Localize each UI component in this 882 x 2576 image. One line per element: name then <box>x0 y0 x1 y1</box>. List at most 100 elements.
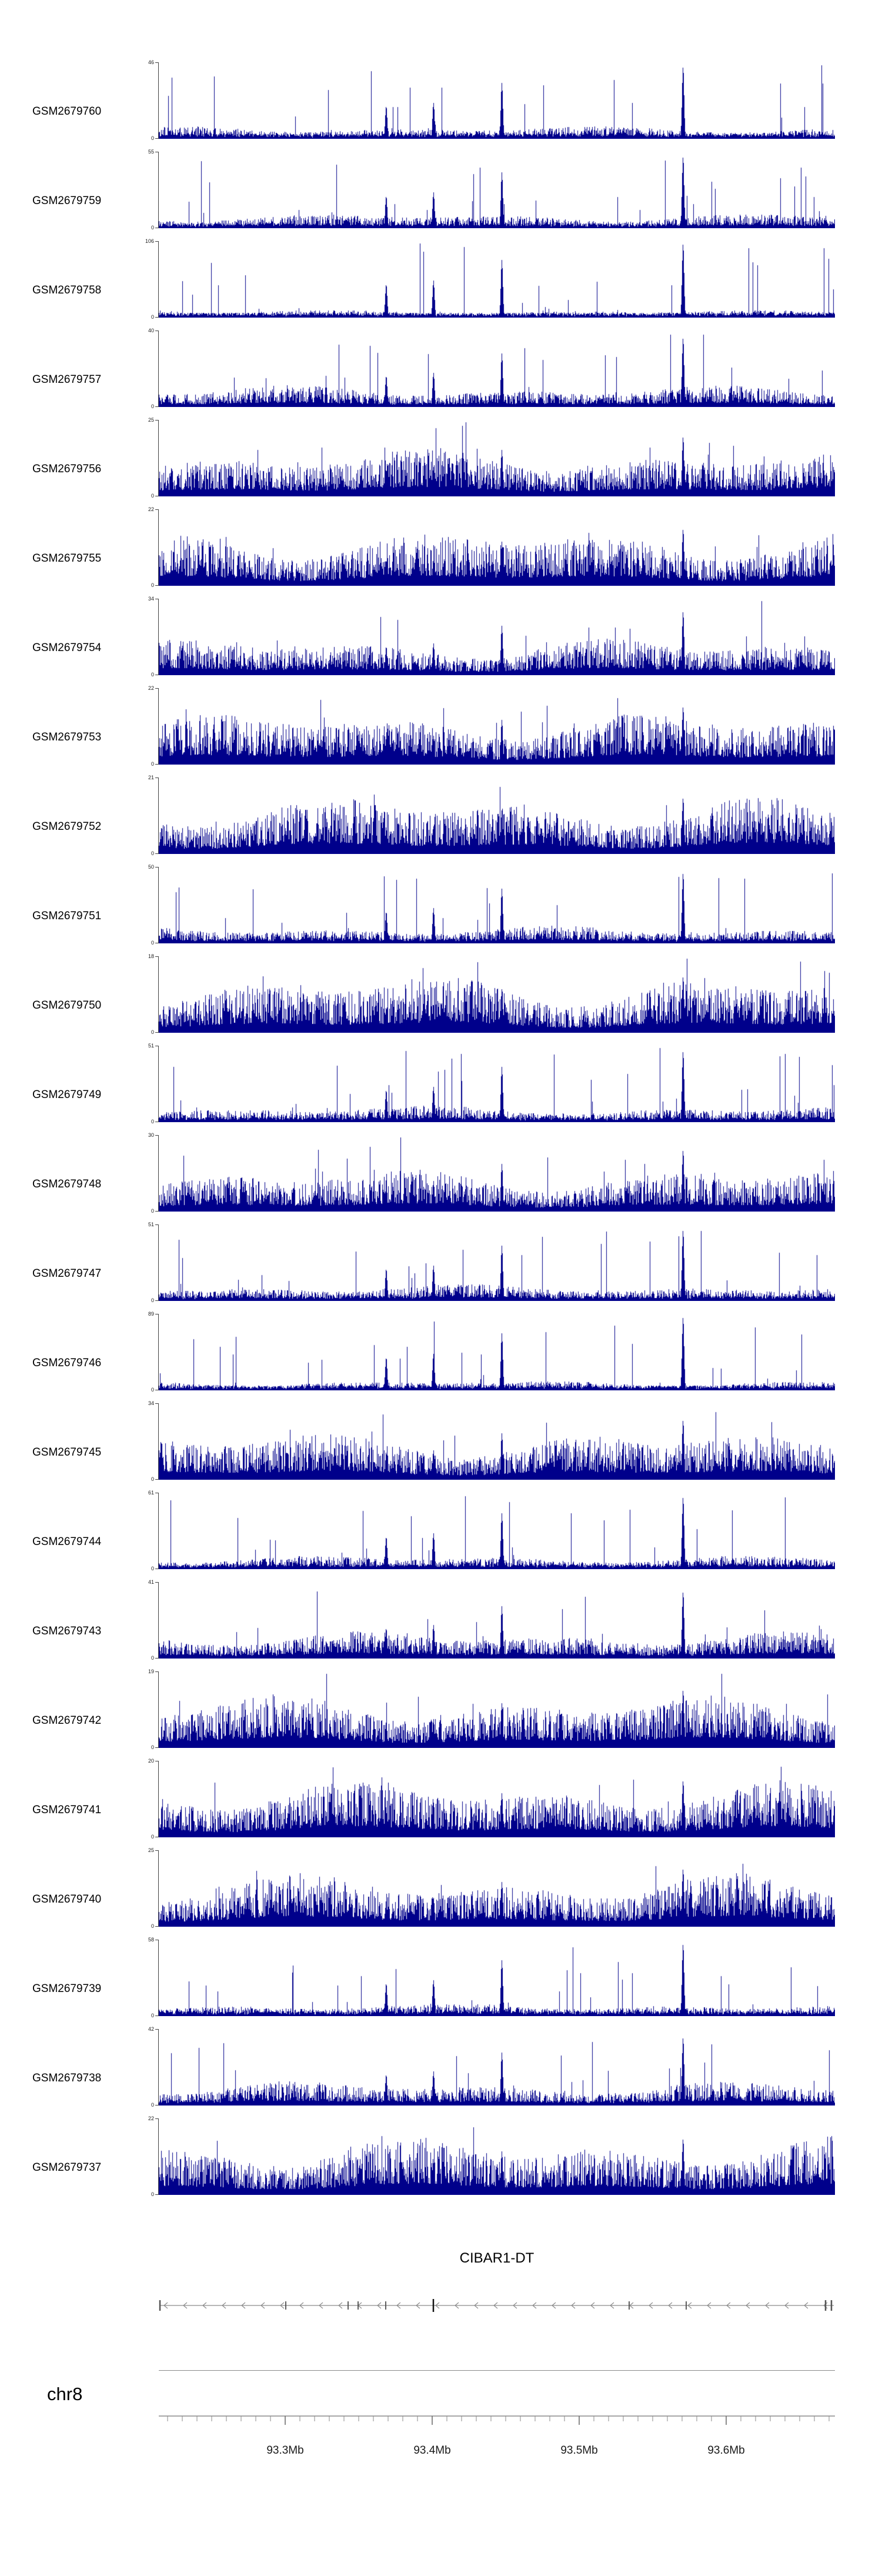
axis-minor-ticks <box>167 2416 830 2421</box>
coverage-plot: 40 0 <box>148 328 835 409</box>
track-yaxis-line <box>158 688 159 765</box>
track-yaxis-tick-max <box>155 1224 158 1225</box>
track-ymin-label: 0 <box>151 1834 154 1840</box>
track-ymin-label: 0 <box>151 940 154 946</box>
track-label: GSM2679740 <box>32 1893 102 1906</box>
track-ymin-label: 0 <box>151 850 154 856</box>
track-ymin-label: 0 <box>151 672 154 678</box>
track-ymax-label: 25 <box>148 1847 154 1853</box>
exon-marks <box>285 2301 687 2310</box>
track-ymax-label: 25 <box>148 417 154 423</box>
track-yaxis-tick-max <box>155 1582 158 1583</box>
axis-tick-label: 93.6Mb <box>707 2444 744 2457</box>
coverage-plot: 22 0 <box>148 507 835 588</box>
track-row: GSM2679747 51 0 <box>0 1218 882 1307</box>
track-ymax-label: 18 <box>148 953 154 959</box>
track-yaxis-tick-zero <box>155 1479 158 1480</box>
track-yaxis-tick-zero <box>155 138 158 139</box>
strand-direction-chevrons <box>163 2302 828 2309</box>
track-row: GSM2679757 40 0 <box>0 324 882 413</box>
track-row: GSM2679738 42 0 <box>0 2023 882 2112</box>
track-yaxis-tick-zero <box>155 585 158 586</box>
track-yaxis-tick-zero <box>155 1926 158 1927</box>
coverage-plot: 30 0 <box>148 1133 835 1214</box>
track-row: GSM2679760 46 0 <box>0 56 882 145</box>
coverage-tracks: GSM2679760 46 0 GSM2679759 55 0 GSM2679758 106 0… <box>0 56 882 2201</box>
coverage-signal-canvas <box>159 778 835 854</box>
track-label: GSM2679751 <box>32 910 102 922</box>
coverage-plot: 34 0 <box>148 1401 835 1482</box>
track-ymin-label: 0 <box>151 2191 154 2197</box>
coverage-plot: 51 0 <box>148 1043 835 1125</box>
coverage-plot: 22 0 <box>148 686 835 767</box>
coverage-signal-canvas <box>159 1135 835 1212</box>
track-yaxis-line <box>158 1135 159 1212</box>
coverage-plot: 25 0 <box>148 1848 835 1929</box>
coverage-signal-canvas <box>159 688 835 765</box>
coverage-signal-canvas <box>159 956 835 1033</box>
track-yaxis-tick-zero <box>155 1300 158 1301</box>
track-yaxis-tick-max <box>155 1403 158 1404</box>
track-row: GSM2679750 18 0 <box>0 950 882 1039</box>
track-yaxis-line <box>158 599 159 675</box>
coverage-plot: 55 0 <box>148 149 835 231</box>
track-label: GSM2679747 <box>32 1267 102 1280</box>
track-ymax-label: 22 <box>148 685 154 691</box>
axis-tick-label: 93.4Mb <box>413 2444 450 2457</box>
track-ymin-label: 0 <box>151 1566 154 1571</box>
track-label: GSM2679742 <box>32 1714 102 1727</box>
track-label: GSM2679759 <box>32 195 102 207</box>
track-yaxis-tick-max <box>155 420 158 421</box>
track-label: GSM2679738 <box>32 2072 102 2084</box>
track-yaxis-tick-zero <box>155 764 158 765</box>
track-label: GSM2679748 <box>32 1178 102 1190</box>
track-label: GSM2679749 <box>32 1089 102 1101</box>
coverage-plot: 20 0 <box>148 1759 835 1840</box>
track-label: GSM2679757 <box>32 373 102 386</box>
track-row: GSM2679748 30 0 <box>0 1129 882 1218</box>
track-ymax-label: 89 <box>148 1311 154 1317</box>
coverage-signal-canvas <box>159 331 835 407</box>
coverage-plot: 51 0 <box>148 1222 835 1303</box>
track-ymin-label: 0 <box>151 582 154 588</box>
track-yaxis-line <box>158 1850 159 1927</box>
axis-tick-label: 93.3Mb <box>266 2444 303 2457</box>
chromosome-ideogram-line <box>159 2370 835 2371</box>
gene-title: CIBAR1-DT <box>459 2250 534 2266</box>
track-yaxis-line <box>158 1224 159 1301</box>
track-row: GSM2679746 89 0 <box>0 1307 882 1397</box>
track-row: GSM2679752 21 0 <box>0 771 882 860</box>
track-label: GSM2679739 <box>32 1983 102 1995</box>
track-label: GSM2679737 <box>32 2161 102 2174</box>
track-ymin-label: 0 <box>151 1476 154 1482</box>
track-ymax-label: 55 <box>148 149 154 155</box>
track-yaxis-line <box>158 509 159 586</box>
track-yaxis-tick-max <box>155 1850 158 1851</box>
coverage-plot: 41 0 <box>148 1580 835 1661</box>
track-row: GSM2679740 25 0 <box>0 1844 882 1933</box>
track-yaxis-tick-max <box>155 62 158 63</box>
track-ymin-label: 0 <box>151 225 154 231</box>
track-ymin-label: 0 <box>151 2013 154 2018</box>
coverage-signal-canvas <box>159 1224 835 1301</box>
track-ymax-label: 30 <box>148 1132 154 1138</box>
track-ymin-label: 0 <box>151 493 154 499</box>
track-ymin-label: 0 <box>151 1655 154 1661</box>
track-row: GSM2679743 41 0 <box>0 1576 882 1665</box>
track-yaxis-line <box>158 62 159 139</box>
track-yaxis-tick-max <box>155 1135 158 1136</box>
track-label: GSM2679752 <box>32 820 102 833</box>
coverage-signal-canvas <box>159 867 835 943</box>
track-yaxis-line <box>158 1493 159 1569</box>
track-label: GSM2679744 <box>32 1536 102 1548</box>
track-ymin-label: 0 <box>151 1387 154 1393</box>
track-row: GSM2679737 22 0 <box>0 2112 882 2201</box>
coverage-signal-canvas <box>159 599 835 675</box>
track-ymax-label: 21 <box>148 775 154 780</box>
track-yaxis-line <box>158 241 159 318</box>
track-row: GSM2679739 58 0 <box>0 1933 882 2023</box>
track-yaxis-line <box>158 956 159 1033</box>
track-row: GSM2679756 25 0 <box>0 413 882 503</box>
track-label: GSM2679741 <box>32 1804 102 1816</box>
track-yaxis-line <box>158 1671 159 1748</box>
